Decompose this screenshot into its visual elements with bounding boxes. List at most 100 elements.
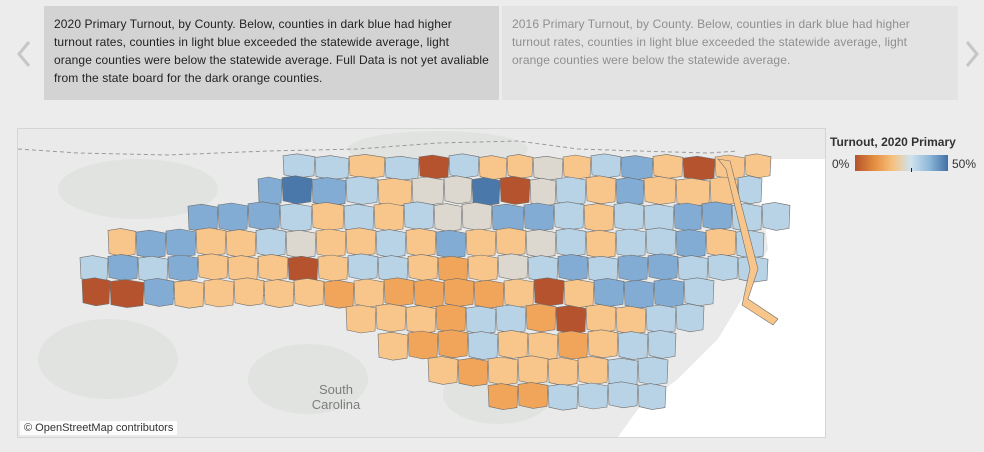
- county-47[interactable]: [613, 202, 645, 231]
- county-37[interactable]: [311, 202, 345, 231]
- county-117[interactable]: [653, 278, 685, 308]
- story-point-2020[interactable]: 2020 Primary Turnout, by County. Below, …: [44, 6, 499, 100]
- county-17[interactable]: [281, 175, 313, 205]
- county-152[interactable]: [577, 382, 609, 410]
- county-85[interactable]: [377, 255, 409, 282]
- county-45[interactable]: [553, 201, 585, 231]
- county-96[interactable]: [707, 254, 739, 281]
- county-44[interactable]: [523, 202, 555, 232]
- county-77[interactable]: [137, 255, 169, 283]
- county-150[interactable]: [517, 382, 549, 409]
- county-62[interactable]: [375, 229, 407, 258]
- county-26[interactable]: [555, 176, 587, 206]
- county-151[interactable]: [547, 383, 579, 411]
- county-15[interactable]: [744, 153, 772, 179]
- previous-arrow-icon[interactable]: [12, 36, 36, 72]
- county-131[interactable]: [377, 331, 409, 361]
- county-22[interactable]: [443, 175, 473, 205]
- county-90[interactable]: [527, 255, 559, 282]
- county-21[interactable]: [411, 176, 445, 206]
- county-42[interactable]: [461, 202, 493, 231]
- county-124[interactable]: [495, 304, 527, 334]
- county-18[interactable]: [311, 177, 347, 206]
- county-78[interactable]: [167, 254, 199, 282]
- county-120[interactable]: [375, 303, 407, 333]
- county-106[interactable]: [323, 279, 355, 309]
- county-6[interactable]: [478, 155, 508, 180]
- county-35[interactable]: [247, 201, 281, 231]
- county-134[interactable]: [467, 331, 499, 360]
- county-102[interactable]: [203, 278, 235, 308]
- county-140[interactable]: [647, 330, 677, 359]
- county-0[interactable]: [282, 153, 316, 179]
- county-95[interactable]: [677, 255, 709, 282]
- county-68[interactable]: [555, 228, 587, 257]
- county-83[interactable]: [317, 254, 349, 282]
- county-76[interactable]: [107, 254, 139, 281]
- county-61[interactable]: [345, 227, 377, 257]
- county-142[interactable]: [457, 357, 489, 387]
- county-138[interactable]: [587, 329, 619, 359]
- county-2[interactable]: [348, 154, 386, 179]
- county-70[interactable]: [615, 228, 647, 258]
- county-91[interactable]: [557, 254, 589, 281]
- county-24[interactable]: [499, 176, 531, 205]
- county-1[interactable]: [314, 155, 350, 180]
- county-143[interactable]: [487, 356, 519, 386]
- county-88[interactable]: [467, 254, 499, 282]
- county-116[interactable]: [623, 279, 655, 309]
- county-127[interactable]: [585, 304, 617, 333]
- county-123[interactable]: [465, 305, 497, 335]
- county-110[interactable]: [443, 278, 475, 307]
- county-54[interactable]: [135, 229, 167, 259]
- county-145[interactable]: [547, 357, 579, 386]
- county-146[interactable]: [577, 356, 609, 385]
- county-59[interactable]: [285, 229, 317, 259]
- county-41[interactable]: [433, 203, 463, 232]
- county-92[interactable]: [587, 255, 619, 283]
- county-119[interactable]: [345, 304, 377, 334]
- county-154[interactable]: [637, 383, 667, 410]
- county-125[interactable]: [525, 303, 557, 333]
- county-65[interactable]: [465, 228, 497, 258]
- county-128[interactable]: [615, 305, 647, 335]
- county-57[interactable]: [225, 229, 257, 258]
- county-56[interactable]: [195, 227, 227, 257]
- legend-color-ramp[interactable]: [855, 155, 948, 171]
- county-141[interactable]: [427, 356, 459, 385]
- county-27[interactable]: [585, 175, 617, 205]
- county-67[interactable]: [525, 229, 557, 258]
- county-23[interactable]: [471, 177, 501, 206]
- county-29[interactable]: [643, 176, 677, 205]
- county-20[interactable]: [377, 177, 413, 207]
- county-3[interactable]: [384, 155, 420, 181]
- county-8[interactable]: [532, 155, 564, 181]
- county-122[interactable]: [435, 304, 467, 333]
- county-99[interactable]: [109, 279, 145, 308]
- county-114[interactable]: [563, 279, 595, 308]
- county-10[interactable]: [590, 153, 622, 179]
- county-121[interactable]: [405, 305, 437, 334]
- county-79[interactable]: [197, 253, 229, 281]
- county-30[interactable]: [675, 177, 711, 207]
- county-111[interactable]: [473, 279, 505, 309]
- county-148[interactable]: [637, 356, 669, 386]
- county-60[interactable]: [315, 228, 347, 258]
- county-75[interactable]: [79, 255, 109, 282]
- county-73[interactable]: [705, 228, 737, 257]
- county-81[interactable]: [257, 254, 289, 281]
- county-126[interactable]: [555, 305, 587, 334]
- county-109[interactable]: [413, 279, 445, 308]
- county-53[interactable]: [107, 228, 137, 257]
- county-101[interactable]: [173, 279, 205, 309]
- county-46[interactable]: [583, 203, 615, 232]
- county-40[interactable]: [403, 201, 435, 231]
- county-19[interactable]: [345, 176, 379, 205]
- county-28[interactable]: [615, 177, 645, 206]
- county-39[interactable]: [373, 202, 405, 232]
- county-86[interactable]: [407, 254, 439, 281]
- county-71[interactable]: [645, 227, 677, 257]
- county-103[interactable]: [233, 277, 265, 307]
- county-115[interactable]: [593, 278, 625, 307]
- county-12[interactable]: [652, 154, 684, 179]
